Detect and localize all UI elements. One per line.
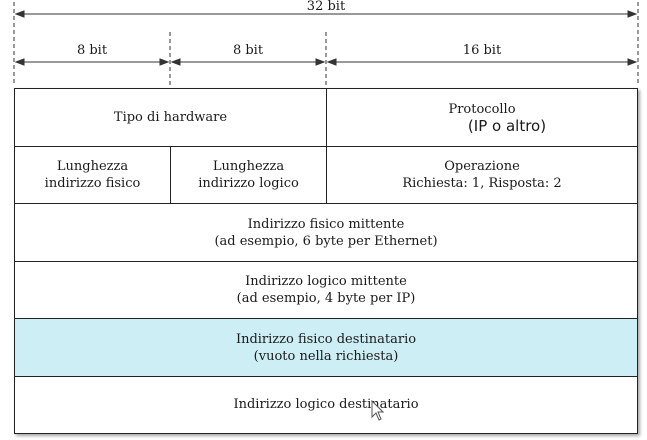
proto-length-line1: Lunghezza (212, 159, 285, 174)
row-sender-hw: Indirizzo fisico mittente (ad esempio, 6… (15, 204, 637, 262)
cell-target-proto: Indirizzo logico destinatario (15, 377, 637, 432)
target-proto-label: Indirizzo logico destinatario (233, 397, 419, 412)
cell-protocol: Protocollo (IP o altro) (326, 89, 637, 146)
proto-length-line2: indirizzo logico (198, 176, 299, 191)
mouse-pointer-icon (371, 400, 385, 421)
cell-sender-proto: Indirizzo logico mittente (ad esempio, 4… (15, 262, 637, 318)
hardware-type-label: Tipo di hardware (113, 110, 228, 125)
dim-label-8bit-a: 8 bit (76, 43, 108, 58)
sender-hw-line2: (ad esempio, 6 byte per Ethernet) (214, 233, 438, 249)
target-hw-line2: (vuoto nella richiesta) (253, 348, 399, 364)
dim-label-8bit-b: 8 bit (232, 43, 264, 58)
protocol-note: (IP o altro) (467, 116, 547, 135)
dim-label-total: 32 bit (306, 0, 346, 14)
row-target-hw: Indirizzo fisico destinatario (vuoto nel… (15, 319, 637, 377)
cell-target-hw: Indirizzo fisico destinatario (vuoto nel… (15, 319, 637, 376)
row-hardware-protocol: Tipo di hardware Protocollo (IP o altro) (15, 89, 637, 147)
cell-sender-hw: Indirizzo fisico mittente (ad esempio, 6… (15, 204, 637, 261)
target-hw-line1: Indirizzo fisico destinatario (235, 331, 417, 347)
sender-proto-line1: Indirizzo logico mittente (245, 274, 407, 289)
operation-line1: Operazione (444, 159, 520, 174)
row-target-proto: Indirizzo logico destinatario (15, 377, 637, 432)
dim-label-16bit: 16 bit (462, 43, 502, 58)
cell-hardware-type: Tipo di hardware (15, 89, 326, 146)
operation-line2: Richiesta: 1, Risposta: 2 (402, 176, 562, 191)
hw-length-line2: indirizzo fisico (44, 176, 141, 191)
hw-length-line1: Lunghezza (56, 159, 129, 174)
protocol-label: Protocollo (448, 101, 516, 117)
cell-operation: Operazione Richiesta: 1, Risposta: 2 (326, 147, 637, 203)
sender-proto-line2: (ad esempio, 4 byte per IP) (236, 291, 416, 306)
row-lengths-operation: Lunghezza indirizzo fisico Lunghezza ind… (15, 147, 637, 204)
cell-proto-length: Lunghezza indirizzo logico (170, 147, 326, 203)
row-sender-proto: Indirizzo logico mittente (ad esempio, 4… (15, 262, 637, 319)
arp-packet-table: Tipo di hardware Protocollo (IP o altro)… (14, 88, 638, 434)
sender-hw-line1: Indirizzo fisico mittente (247, 216, 405, 232)
cell-hw-length: Lunghezza indirizzo fisico (15, 147, 170, 203)
dimension-lines (13, 2, 639, 86)
